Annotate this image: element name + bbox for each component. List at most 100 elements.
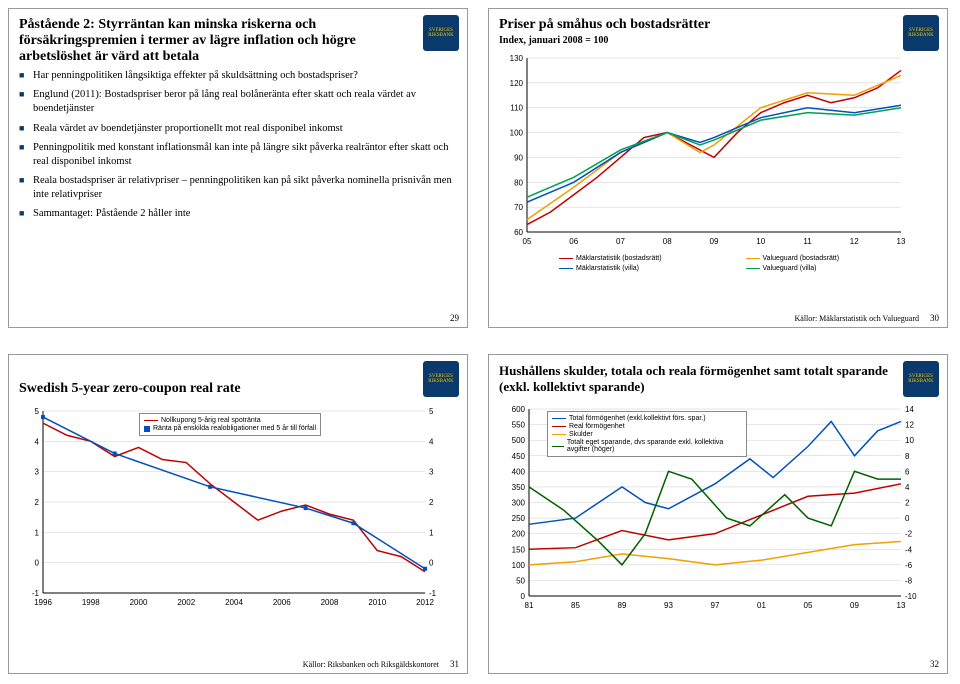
svg-text:70: 70 xyxy=(514,203,523,212)
slide-30-title: Priser på småhus och bostadsrätter xyxy=(499,17,889,33)
svg-text:1996: 1996 xyxy=(34,598,52,607)
svg-text:100: 100 xyxy=(510,129,524,138)
svg-text:09: 09 xyxy=(710,237,719,246)
slide-31-title: Swedish 5-year zero-coupon real rate xyxy=(19,381,409,397)
svg-text:90: 90 xyxy=(514,153,523,162)
svg-text:-2: -2 xyxy=(905,530,913,539)
svg-text:100: 100 xyxy=(512,561,526,570)
svg-text:8: 8 xyxy=(905,452,910,461)
svg-text:4: 4 xyxy=(429,437,434,446)
bullet-item: Reala värdet av boendetjänster proportio… xyxy=(19,122,457,136)
svg-text:0: 0 xyxy=(35,559,40,568)
bullet-item: Englund (2011): Bostadspriser beror på l… xyxy=(19,88,457,116)
svg-text:11: 11 xyxy=(803,237,812,246)
svg-text:05: 05 xyxy=(804,601,813,610)
svg-text:12: 12 xyxy=(905,421,914,430)
chart-household: 050100150200250300350400450500550600-10-… xyxy=(499,401,929,641)
svg-text:500: 500 xyxy=(512,436,526,445)
slide-31: SVERIGES RIKSBANK Swedish 5-year zero-co… xyxy=(8,354,468,674)
svg-text:06: 06 xyxy=(569,237,578,246)
svg-text:250: 250 xyxy=(512,514,526,523)
svg-text:3: 3 xyxy=(35,468,40,477)
svg-text:2010: 2010 xyxy=(368,598,386,607)
svg-text:200: 200 xyxy=(512,530,526,539)
svg-text:09: 09 xyxy=(850,601,859,610)
svg-text:01: 01 xyxy=(757,601,766,610)
slide-30: SVERIGES RIKSBANK Priser på småhus och b… xyxy=(488,8,948,328)
svg-text:1: 1 xyxy=(35,528,40,537)
svg-text:3: 3 xyxy=(429,468,434,477)
svg-text:-8: -8 xyxy=(905,576,913,585)
svg-text:08: 08 xyxy=(663,237,672,246)
svg-text:2012: 2012 xyxy=(416,598,434,607)
svg-text:12: 12 xyxy=(850,237,859,246)
source-text: Källor: Mäklarstatistik och Valueguard xyxy=(795,314,920,323)
svg-text:0: 0 xyxy=(905,514,910,523)
svg-text:2000: 2000 xyxy=(130,598,148,607)
source-text: Källor: Riksbanken och Riksgäldskontoret xyxy=(303,660,439,669)
page-number: 29 xyxy=(450,313,459,323)
svg-text:93: 93 xyxy=(664,601,673,610)
svg-text:5: 5 xyxy=(429,407,434,416)
svg-text:10: 10 xyxy=(905,436,914,445)
svg-text:300: 300 xyxy=(512,499,526,508)
slide-30-subtitle: Index, januari 2008 = 100 xyxy=(499,35,937,46)
svg-text:-1: -1 xyxy=(429,589,437,598)
svg-text:13: 13 xyxy=(897,237,906,246)
svg-text:05: 05 xyxy=(523,237,532,246)
riksbank-logo: SVERIGES RIKSBANK xyxy=(903,15,939,51)
riksbank-logo: SVERIGES RIKSBANK xyxy=(423,361,459,397)
svg-text:350: 350 xyxy=(512,483,526,492)
svg-text:2: 2 xyxy=(35,498,40,507)
svg-text:85: 85 xyxy=(571,601,580,610)
bullet-item: Sammantaget: Påstående 2 håller inte xyxy=(19,207,457,221)
svg-text:07: 07 xyxy=(616,237,625,246)
bullet-item: Penningpolitik med konstant inflationsmå… xyxy=(19,141,457,169)
svg-text:4: 4 xyxy=(35,437,40,446)
bullet-item: Reala bostadspriser är relativpriser – p… xyxy=(19,174,457,202)
svg-text:1998: 1998 xyxy=(82,598,100,607)
svg-text:-10: -10 xyxy=(905,592,917,601)
svg-text:2004: 2004 xyxy=(225,598,243,607)
svg-text:1: 1 xyxy=(429,528,434,537)
svg-text:550: 550 xyxy=(512,421,526,430)
svg-text:60: 60 xyxy=(514,228,523,237)
chart-house-prices: 60708090100110120130050607080910111213Mä… xyxy=(499,52,909,282)
svg-text:0: 0 xyxy=(521,592,526,601)
svg-text:120: 120 xyxy=(510,79,524,88)
svg-text:80: 80 xyxy=(514,178,523,187)
svg-text:81: 81 xyxy=(525,601,534,610)
svg-text:130: 130 xyxy=(510,54,524,63)
svg-text:400: 400 xyxy=(512,467,526,476)
slide-29: SVERIGES RIKSBANK Påstående 2: Styrränta… xyxy=(8,8,468,328)
svg-text:89: 89 xyxy=(618,601,627,610)
svg-text:5: 5 xyxy=(35,407,40,416)
svg-text:2006: 2006 xyxy=(273,598,291,607)
svg-text:110: 110 xyxy=(510,104,523,113)
svg-text:-6: -6 xyxy=(905,561,913,570)
svg-text:2002: 2002 xyxy=(177,598,195,607)
svg-text:600: 600 xyxy=(512,405,526,414)
svg-text:4: 4 xyxy=(905,483,910,492)
svg-text:-1: -1 xyxy=(32,589,40,598)
riksbank-logo: SVERIGES RIKSBANK xyxy=(423,15,459,51)
svg-text:150: 150 xyxy=(512,545,526,554)
page-number: 30 xyxy=(930,313,939,323)
svg-text:-4: -4 xyxy=(905,545,913,554)
page-number: 31 xyxy=(450,659,459,669)
svg-text:0: 0 xyxy=(429,559,434,568)
slide-29-title: Påstående 2: Styrräntan kan minska riske… xyxy=(19,17,409,65)
slide-32: SVERIGES RIKSBANK Hushållens skulder, to… xyxy=(488,354,948,674)
svg-text:10: 10 xyxy=(756,237,765,246)
svg-text:97: 97 xyxy=(711,601,720,610)
svg-text:13: 13 xyxy=(897,601,906,610)
svg-text:14: 14 xyxy=(905,405,914,414)
bullet-item: Har penningpolitiken långsiktiga effekte… xyxy=(19,69,457,83)
svg-text:6: 6 xyxy=(905,467,910,476)
svg-text:450: 450 xyxy=(512,452,526,461)
svg-text:2008: 2008 xyxy=(321,598,339,607)
svg-text:50: 50 xyxy=(516,576,525,585)
svg-text:2: 2 xyxy=(429,498,434,507)
svg-text:2: 2 xyxy=(905,499,910,508)
slide-29-bullets: Har penningpolitiken långsiktiga effekte… xyxy=(19,69,457,222)
